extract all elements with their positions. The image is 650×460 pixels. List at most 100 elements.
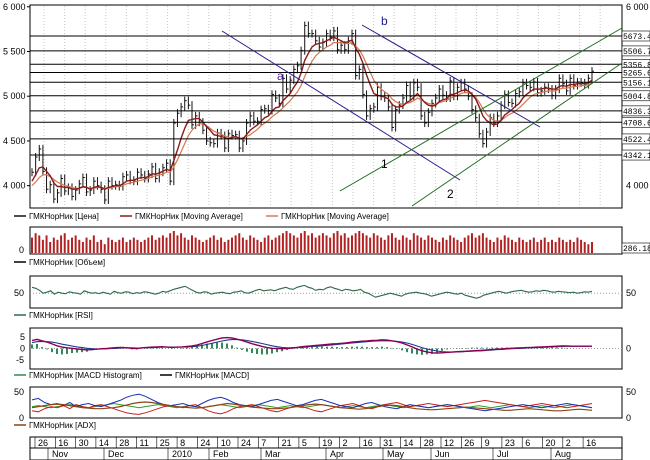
price-y-tick-label: 6 000 bbox=[3, 2, 26, 12]
x-day-tick-label: 12 bbox=[444, 438, 454, 448]
price-y-tick-label: 4 500 bbox=[3, 136, 26, 146]
channel-line-blue bbox=[361, 24, 541, 128]
rsi-line bbox=[31, 284, 593, 299]
price-level-tag-box bbox=[621, 133, 650, 145]
legend-macd: ГМКНорНик [MACD] bbox=[175, 371, 249, 380]
x-month-label: Mar bbox=[265, 449, 281, 459]
x-day-tick-label: 16 bbox=[586, 438, 596, 448]
x-day-tick-label: 14 bbox=[99, 438, 109, 448]
x-day-tick-label: 10 bbox=[221, 438, 231, 448]
volume-tag: 286.186 bbox=[623, 245, 650, 254]
legend-adx: ГМКНорНик [ADX] bbox=[29, 421, 96, 430]
channel-line-green bbox=[411, 62, 623, 207]
macd-y-tick-label: -5 bbox=[16, 355, 24, 365]
x-day-tick-label: 31 bbox=[383, 438, 393, 448]
adx-y-tick-label: 50 bbox=[14, 387, 24, 397]
legend-macd-histogram: ГМКНорНик [MACD Histogram] bbox=[29, 371, 142, 380]
price-y-tick-label-right: 4 000 bbox=[626, 181, 649, 191]
adx-minus-line bbox=[31, 399, 593, 415]
rsi-y-tick-label-right: 50 bbox=[626, 288, 636, 298]
rsi-y-tick-label: 50 bbox=[14, 288, 24, 298]
x-month-label: Jul bbox=[497, 449, 509, 459]
price-level-tag: 5156.1 bbox=[623, 79, 650, 88]
x-month-label: 2010 bbox=[172, 449, 192, 459]
x-day-tick-label: 6 bbox=[525, 438, 530, 448]
x-month-label: Nov bbox=[52, 449, 69, 459]
x-day-tick-label: 16 bbox=[363, 438, 373, 448]
x-day-tick-label: 5 bbox=[302, 438, 307, 448]
ma-long-line bbox=[31, 41, 593, 189]
x-day-tick-label: 16 bbox=[58, 438, 68, 448]
channel-line-green bbox=[339, 27, 623, 192]
x-day-tick-label: 2 bbox=[343, 438, 348, 448]
x-month-label: May bbox=[387, 449, 405, 459]
x-day-tick-label: 26 bbox=[38, 438, 48, 448]
price-level-tag: 4342.1 bbox=[623, 152, 650, 161]
x-day-tick-label: 24 bbox=[200, 438, 210, 448]
macd-line bbox=[31, 336, 592, 354]
legend-ma-short: ГМКНорНик [Moving Average] bbox=[135, 212, 243, 221]
adx-y-tick-label: 0 bbox=[19, 413, 24, 423]
x-month-label: Apr bbox=[330, 449, 344, 459]
macd-y-tick-label-right: 0 bbox=[626, 344, 631, 354]
x-month-label: Feb bbox=[213, 449, 229, 459]
price-level-tag: 5506.7 bbox=[623, 48, 650, 57]
x-day-tick-label: 2 bbox=[566, 438, 571, 448]
price-level-tag: 4836.3 bbox=[623, 108, 650, 117]
x-month-label: Dec bbox=[108, 449, 125, 459]
channel-line-blue bbox=[221, 30, 461, 181]
x-day-tick-label: 26 bbox=[464, 438, 474, 448]
x-day-tick-label: 19 bbox=[322, 438, 332, 448]
adx-panel-frame bbox=[29, 386, 623, 419]
x-day-tick-label: 30 bbox=[79, 438, 89, 448]
annotation-label: a bbox=[277, 69, 284, 83]
x-day-tick-label: 23 bbox=[505, 438, 515, 448]
price-level-tag: 5265.6 bbox=[623, 69, 650, 78]
price-panel-frame bbox=[29, 4, 623, 209]
price-level-tag: 5356.8 bbox=[623, 61, 650, 70]
x-day-tick-label: 28 bbox=[424, 438, 434, 448]
x-month-label: Aug bbox=[555, 449, 571, 459]
x-day-tick-label: 9 bbox=[485, 438, 490, 448]
legend-price: ГМКНорНик [Цена] bbox=[29, 212, 99, 221]
x-month-label: Jun bbox=[435, 449, 450, 459]
price-y-tick-label: 5 500 bbox=[3, 47, 26, 57]
x-day-tick-label: 25 bbox=[160, 438, 170, 448]
macd-y-tick-label: 0 bbox=[20, 344, 25, 354]
volume-y-tick-label: 0 bbox=[19, 245, 24, 255]
price-level-tag-box bbox=[621, 105, 650, 117]
price-level-tag-box bbox=[621, 149, 650, 161]
price-level-tag-box bbox=[621, 45, 650, 57]
x-day-tick-label: 28 bbox=[119, 438, 129, 448]
annotation-label: 2 bbox=[447, 187, 454, 201]
price-level-tag: 4708.6 bbox=[623, 119, 650, 128]
x-day-tick-label: 14 bbox=[403, 438, 413, 448]
legend-volume: ГМКНорНик [Объем] bbox=[29, 258, 105, 267]
legend-ma-long: ГМКНорНик [Moving Average] bbox=[281, 212, 389, 221]
x-day-tick-label: 20 bbox=[546, 438, 556, 448]
volume-tag-box bbox=[621, 242, 650, 254]
x-day-tick-label: 24 bbox=[241, 438, 251, 448]
price-level-tag-box bbox=[621, 30, 650, 42]
price-y-tick-label-right: 6 000 bbox=[626, 2, 649, 12]
adx-y-tick-label-right: 50 bbox=[626, 387, 636, 397]
price-level-tag: 5004.8 bbox=[623, 93, 650, 102]
legend-rsi: ГМКНорНик [RSI] bbox=[29, 311, 93, 320]
price-level-tag: 5673.4 bbox=[623, 33, 650, 42]
macd-y-tick-label: 5 bbox=[20, 332, 25, 342]
x-day-tick-label: 11 bbox=[140, 438, 149, 448]
price-y-tick-label: 5 000 bbox=[3, 91, 26, 101]
x-day-tick-label: 21 bbox=[282, 438, 292, 448]
x-day-tick-label: 8 bbox=[180, 438, 185, 448]
annotation-label: 1 bbox=[381, 157, 388, 171]
x-day-tick-label: 7 bbox=[261, 438, 266, 448]
price-level-tag: 4522.4 bbox=[623, 136, 650, 145]
price-y-tick-label: 4 000 bbox=[3, 181, 26, 191]
annotation-label: b bbox=[381, 14, 388, 28]
adx-plus-line bbox=[31, 393, 593, 412]
price-level-tag-box bbox=[621, 76, 650, 88]
price-level-tag-box bbox=[621, 90, 650, 102]
adx-y-tick-label-right: 0 bbox=[626, 413, 631, 423]
